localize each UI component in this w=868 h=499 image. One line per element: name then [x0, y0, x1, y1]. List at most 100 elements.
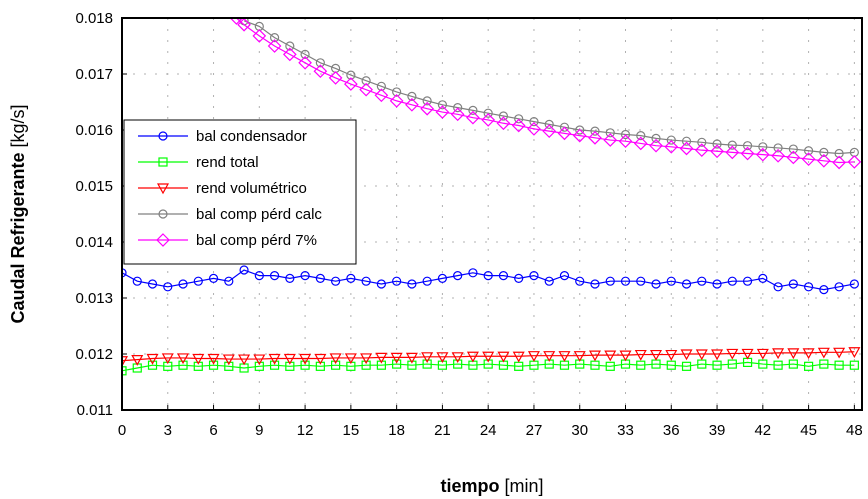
data-point — [712, 139, 722, 149]
data-point — [331, 360, 341, 370]
legend-item: bal condensador — [138, 128, 307, 145]
legend-item: rend total — [138, 154, 259, 171]
data-point — [392, 276, 402, 286]
x-axis-title-main: tiempo — [440, 476, 499, 496]
data-point — [498, 111, 509, 121]
data-point — [224, 276, 234, 286]
data-point — [619, 350, 632, 362]
data-point — [239, 265, 249, 275]
data-point — [192, 353, 205, 365]
data-point — [468, 268, 478, 278]
data-point — [618, 134, 633, 149]
data-point — [178, 360, 188, 370]
data-point — [514, 273, 524, 283]
y-tick-label: 0.013 — [75, 290, 113, 307]
data-point — [573, 351, 586, 362]
data-point — [468, 105, 478, 116]
data-point — [283, 353, 296, 365]
data-point — [649, 138, 663, 153]
data-point — [604, 350, 617, 362]
data-point — [360, 353, 373, 365]
data-point — [376, 81, 386, 91]
data-point — [466, 351, 479, 363]
data-point — [590, 126, 600, 136]
data-point — [453, 271, 463, 281]
data-point — [390, 352, 403, 364]
data-point — [269, 360, 280, 370]
data-point — [636, 360, 646, 370]
data-point — [665, 349, 678, 361]
legend-marker — [158, 131, 168, 141]
data-point — [620, 276, 631, 286]
data-point — [694, 143, 709, 158]
data-point — [773, 143, 783, 153]
data-point — [229, 18, 244, 25]
data-point — [328, 71, 343, 85]
data-point — [633, 136, 648, 151]
data-point — [588, 350, 602, 362]
y-axis-title-main: Caudal Refrigerante — [8, 152, 28, 323]
data-point — [529, 271, 539, 281]
data-point — [802, 348, 815, 360]
x-axis-title-unit: [min] — [500, 476, 544, 496]
data-point — [803, 282, 814, 292]
data-point — [252, 29, 267, 43]
y-tick-label: 0.018 — [75, 10, 113, 27]
data-point — [727, 276, 737, 286]
legend-label: bal condensador — [196, 128, 307, 145]
data-point — [788, 359, 798, 369]
data-point — [588, 130, 602, 145]
data-point — [282, 47, 297, 62]
data-point — [237, 18, 251, 32]
data-point — [834, 148, 844, 159]
data-point — [558, 351, 571, 362]
y-tick-label: 0.015 — [75, 178, 113, 195]
data-point — [817, 347, 830, 359]
data-point — [268, 353, 281, 365]
x-tick-label: 24 — [480, 422, 497, 439]
data-point — [208, 273, 219, 283]
data-point — [527, 351, 540, 362]
data-point — [437, 273, 448, 283]
data-point — [529, 116, 539, 127]
data-point — [543, 351, 556, 362]
data-point — [590, 279, 600, 289]
data-point — [741, 348, 754, 360]
data-point — [374, 88, 389, 103]
data-point — [331, 276, 341, 286]
data-point — [436, 352, 449, 364]
data-point — [224, 361, 234, 371]
data-point — [207, 353, 220, 365]
data-point — [298, 55, 312, 70]
data-point — [679, 141, 694, 156]
data-point — [254, 361, 264, 371]
series-line — [122, 361, 855, 372]
data-point — [437, 100, 448, 110]
data-point — [285, 41, 295, 51]
data-point — [572, 128, 587, 143]
data-point — [422, 96, 432, 106]
legend-marker — [158, 157, 168, 167]
data-point — [666, 360, 676, 370]
y-axis: 0.011 0.012 0.013 0.014 0.015 0.016 0.017 0.018 — [75, 10, 127, 419]
data-point — [664, 139, 679, 154]
data-point — [483, 108, 493, 118]
data-point — [346, 70, 356, 80]
data-point — [407, 91, 417, 102]
data-point — [847, 155, 862, 169]
y-tick-label: 0.011 — [77, 402, 113, 419]
data-point — [122, 268, 127, 278]
data-point — [514, 114, 524, 124]
data-point — [392, 87, 402, 97]
legend-item: bal comp pérd calc — [138, 206, 322, 223]
y-tick-label: 0.014 — [75, 234, 113, 251]
legend-label: rend total — [196, 154, 259, 171]
data-point — [527, 122, 541, 136]
data-point — [193, 276, 203, 286]
data-point — [361, 276, 371, 286]
y-tick-label: 0.017 — [75, 66, 113, 83]
data-point — [544, 276, 554, 286]
x-tick-label: 42 — [754, 422, 771, 439]
data-point — [315, 58, 325, 68]
x-tick-label: 39 — [709, 422, 726, 439]
